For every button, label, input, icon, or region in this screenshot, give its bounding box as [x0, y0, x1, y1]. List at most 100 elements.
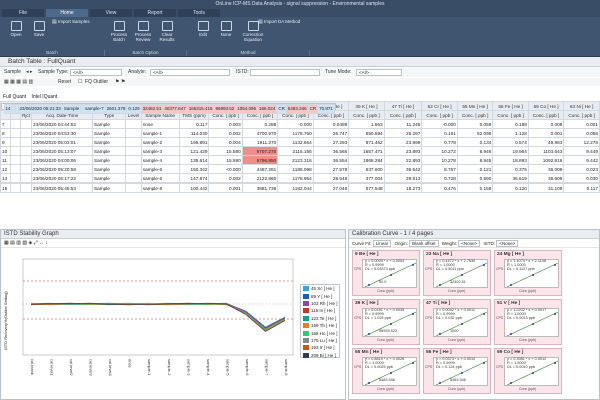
calibration-cell[interactable]: 39 K [ He ] y = 0.0181 * x + 0.0035 R = 0.… — [352, 299, 420, 345]
open-button[interactable]: Open — [5, 21, 27, 37]
import-samples-button[interactable]: ▤ Import Samples — [52, 19, 90, 25]
reset-button[interactable]: Reset — [58, 79, 72, 85]
legend-item[interactable]: 175 Lu [ He ] — [301, 337, 339, 344]
outlier-checkbox-icon[interactable]: ☐ — [78, 79, 83, 85]
calibration-plot — [362, 357, 417, 386]
analyte-header[interactable]: 55 Mn [ He ] — [456, 101, 494, 111]
tune-mode-select[interactable]: <All> — [356, 69, 402, 76]
table-cell: 1.663 — [348, 119, 385, 129]
analyte-header[interactable]: 59 Co [ He ] — [527, 101, 565, 111]
tab-view[interactable]: View — [90, 9, 132, 17]
column-header[interactable]: Conc. [ ppb ] — [348, 110, 385, 120]
legend-item[interactable]: 45 Sc [ He ] — [301, 285, 339, 292]
sample-type-select[interactable]: <All> — [70, 69, 122, 76]
legend-item[interactable]: 193 Ir [ He ] — [301, 344, 339, 351]
column-header[interactable]: Conc. [ ppb ] — [563, 110, 600, 120]
table-row[interactable]: 13 23/06/2020 05:17:22 Sample sample-6 147.6… — [0, 173, 600, 183]
legend-item[interactable]: 159 Tb [ He ] — [301, 322, 339, 329]
calibration-cell[interactable]: 23 Na [ He ] y = 0.4472 * x + 2.7530 R = 1… — [423, 250, 491, 296]
none-button[interactable]: None — [216, 21, 236, 37]
legend-label: 193 Ir [ He ] — [311, 345, 335, 351]
analyte-header[interactable]: 63 Ni [ He ] — [563, 101, 600, 111]
calibration-cell[interactable]: 9 Be [ He ] y = 0.0000 * x + 0.0004 R = 0.… — [352, 250, 420, 296]
column-icons[interactable]: ▦ ▦ ▦ ▤ ▥ — [4, 79, 34, 85]
column-header[interactable]: Conc. [ ppb ] — [421, 110, 458, 120]
calibration-plot — [504, 259, 559, 288]
table-cell: 12.278 — [563, 137, 600, 147]
legend-item[interactable]: 89 Y [ He ] — [301, 292, 339, 299]
table-cell: 135.614 — [178, 155, 210, 165]
column-header[interactable]: Conc. [ ppb ] — [527, 110, 565, 120]
x-axis-label: Conc (ppb) — [377, 289, 395, 293]
table-row[interactable]: 12 23/06/2020 05:20:58 Sample sample-5 150.3… — [0, 164, 600, 174]
curve-fit-select[interactable]: Linear — [372, 240, 392, 247]
table-cell: 0.288 — [241, 119, 279, 129]
import-da-method-button[interactable]: ▤ Import DA Method — [258, 19, 301, 25]
calibration-r: R = 1.0000 — [365, 361, 384, 365]
calibration-svg — [506, 311, 559, 337]
cal-point — [554, 313, 556, 315]
column-header[interactable]: Conc. [ ppb ] — [492, 110, 529, 120]
correction-equation-button[interactable]: Correction Equation — [238, 21, 268, 42]
column-header[interactable]: Conc. [ ppb ] — [456, 110, 494, 120]
legend-item[interactable]: 103 Rh [ He ] — [301, 300, 339, 307]
table-cell: 70.871 — [317, 103, 335, 114]
legend-label: 175 Lu [ He ] — [311, 337, 337, 343]
table-cell: CR — [276, 103, 287, 114]
table-cell: 0.023 — [563, 164, 600, 174]
analyte-select[interactable]: <All> — [150, 69, 230, 76]
tab-intel-iquant[interactable]: Intel IQuant — [31, 94, 58, 100]
weight-select[interactable]: <None> — [458, 240, 481, 247]
edit-button[interactable]: Edit — [192, 21, 214, 37]
tab-full-quant[interactable]: Full Quant — [3, 94, 27, 100]
y-axis-label: CPS — [425, 365, 433, 369]
calibration-cell[interactable]: 56 Fe [ He ] y = 0.0373 * x + 0.0010 R = 0… — [423, 348, 491, 394]
calibration-cell[interactable]: 59 Co [ He ] y = 0.3981 * x + 0.0012 R = 1… — [494, 348, 562, 394]
process-review-button[interactable]: Process Review — [132, 21, 154, 42]
calibration-cell[interactable]: 55 Mn [ He ] y = 0.8819 * x + 0.0026 R = 1… — [352, 348, 420, 394]
analyte-label: Analyte: — [128, 69, 147, 75]
origin-select[interactable]: Blank offset — [409, 240, 439, 247]
tab-tools[interactable]: Tools — [178, 9, 220, 17]
clear-results-button[interactable]: Clear Results — [156, 21, 178, 42]
process-batch-button[interactable]: Process Batch — [108, 21, 130, 42]
cal-point — [510, 382, 512, 384]
legend-item[interactable]: 115 In [ He ] — [301, 307, 339, 314]
analyte-header[interactable]: 52 Cr [ He ] — [421, 101, 458, 111]
tab-report[interactable]: Report — [134, 9, 176, 17]
analyte-header[interactable]: 39 K [ He ] — [348, 101, 385, 111]
table-row[interactable]: 14 23/06/2020 05:21:33 Sample sample-7 2601.… — [0, 102, 336, 114]
calibration-cell[interactable]: 24 Mg [ He ] y = 1.1074 * x + 2.1148 R = 1… — [494, 250, 562, 296]
legend-item[interactable]: 123 Te [ He ] — [301, 315, 339, 322]
istd-calib-select[interactable]: <None> — [496, 240, 519, 247]
table-row[interactable]: 11 23/06/2020 04:00:06 Sample sample-4 135.6… — [0, 155, 600, 165]
legend-item[interactable]: 209 Bi [ He ] — [301, 352, 339, 359]
none-icon — [220, 21, 232, 31]
analyte-header[interactable]: 47 Ti [ He ] — [383, 101, 423, 111]
save-button[interactable]: Save — [28, 21, 50, 37]
analyte-header[interactable]: 56 Fe [ He ] — [492, 101, 529, 111]
legend-swatch — [303, 300, 309, 306]
analyte-title: 51 V [ He ] — [497, 301, 521, 306]
analyte-title: 56 Fe [ He ] — [426, 350, 452, 355]
curve-fit-label: Curve Fit: — [352, 241, 372, 246]
table-row[interactable]: 10 23/06/2020 05:13:07 Sample sample-3 121.4… — [0, 146, 600, 156]
calibration-cell[interactable]: 47 Ti [ He ] y = 0.0042 * x + 0.0011 R = 0… — [423, 299, 491, 345]
legend-item[interactable]: 165 Ho [ He ] — [301, 329, 339, 336]
x-axis-label: Conc (ppb) — [519, 387, 537, 391]
window-title: OnLine ICP-MS Data Analysis - signal sup… — [0, 0, 600, 9]
flag-icon[interactable]: ⚑ ⚑ — [115, 79, 126, 85]
tab-file[interactable]: File — [2, 9, 44, 17]
tab-home[interactable]: Home — [46, 9, 88, 17]
column-header[interactable]: Conc. [ ppb ] — [383, 110, 423, 120]
istd-select[interactable] — [250, 69, 320, 76]
table-row[interactable]: 7 23/06/2020 04:44:52 Sample rinse 0.117 0.00… — [0, 119, 600, 129]
graph-tool-icons[interactable]: ▦ ▤ ▥ ▧ ◈ ⤢ ↔ ↕ — [4, 240, 48, 246]
calibration-cell[interactable]: 51 V [ He ] y = 1.2202 * x + 0.0017 R = 1.… — [494, 299, 562, 345]
calibration-dl: DL = 0.0025 ppb — [365, 365, 394, 369]
table-cell: 15.580 — [208, 146, 243, 156]
table-row[interactable]: 8 23/06/2020 04:53:30 Sample sample-1 114.03… — [0, 128, 600, 138]
nav-arrows-icon[interactable]: ◂ ▸ — [26, 69, 33, 75]
table-row[interactable]: 15 23/06/2020 05:45:53 Sample sample-8 100.4… — [0, 183, 600, 193]
table-row[interactable]: 9 23/06/2020 05:03:01 Sample sample-2 195.89… — [0, 137, 600, 147]
